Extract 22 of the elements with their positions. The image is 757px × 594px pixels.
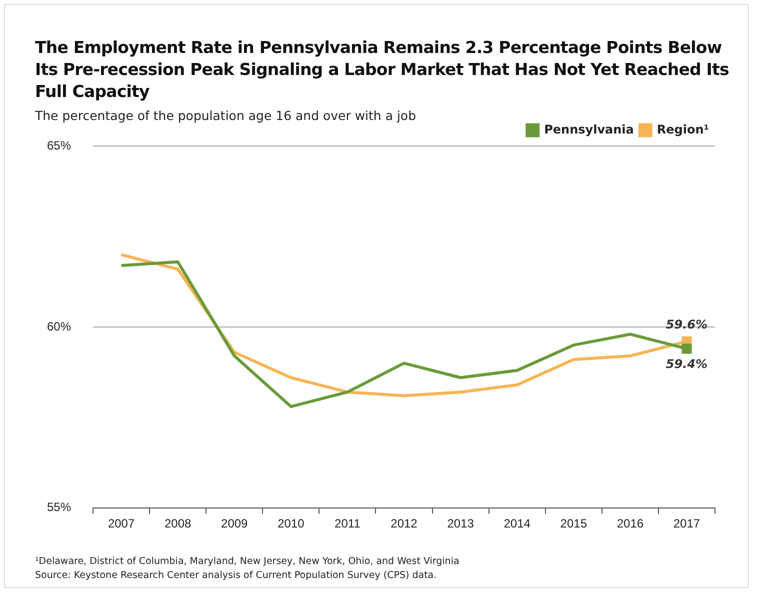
chart-subtitle: The percentage of the population age 16 and over with a job xyxy=(35,108,416,123)
x-tick-label: 2007 xyxy=(108,516,135,530)
x-tick-label: 2016 xyxy=(616,516,644,530)
y-tick-label: 65% xyxy=(46,138,72,153)
legend-label: Pennsylvania xyxy=(544,122,634,136)
text: ¹Delaware, District of Columbia, Maryland, New Jersey, New York, Ohio, and West Virginia xyxy=(35,555,460,569)
annotation: 59.4% xyxy=(666,356,708,371)
x-tick-label: 2010 xyxy=(278,516,305,530)
x-tick-label: 2008 xyxy=(164,516,192,530)
x-tick-label: 2015 xyxy=(560,516,588,530)
x-tick-label: 2013 xyxy=(447,516,474,530)
x-tick-label: 2017 xyxy=(673,516,700,530)
x-tick-label: 2009 xyxy=(221,516,248,530)
y-tick-label: 60% xyxy=(46,319,72,334)
x-tick-label: 2012 xyxy=(390,516,418,530)
chart-title: The Employment Rate in Pennsylvania Remains 2.3 Percentage Points Below Its Pre-recession Peak Signaling a Labor Market That Has Not Yet Reached Its Full Capacity xyxy=(35,37,730,103)
annotation: 59.6% xyxy=(666,318,708,332)
x-tick-label: 2014 xyxy=(504,516,531,530)
y-tick-label: 55% xyxy=(46,500,72,514)
legend-label: Region¹ xyxy=(656,122,709,136)
x-tick-label: 2011 xyxy=(334,516,361,530)
source-note: Source: Keystone Research Center analysis of Current Population Survey (CPS) data. xyxy=(35,569,438,583)
